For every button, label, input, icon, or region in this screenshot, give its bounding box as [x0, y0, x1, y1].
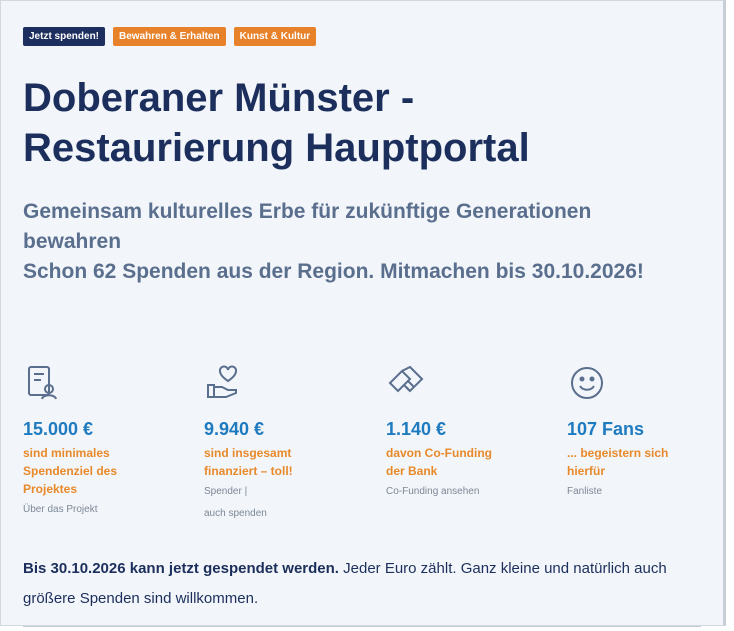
tag-list: Jetzt spenden! Bewahren & Erhalten Kunst…: [23, 27, 317, 46]
link[interactable]: auch spenden: [204, 508, 267, 519]
icon-heart-hand: [207, 365, 237, 398]
footer-rest: Jeder Euro zählt. Ganz kleine und natürl…: [23, 560, 667, 607]
stat-label: sind minimales Spendenziel des Projektes: [23, 446, 118, 496]
info: Schon 62 Spenden aus der Region. Mitmach…: [23, 260, 644, 283]
title: Doberaner Münster - Restaurierung Hauptp…: [23, 76, 530, 170]
link[interactable]: Co-Funding ansehen: [386, 486, 480, 497]
tag[interactable]: Jetzt spenden!: [23, 27, 106, 46]
stat-label: davon Co-Funding der Bank: [386, 446, 492, 478]
footer-bold: Bis 30.10.2026 kann jetzt gespendet werd…: [23, 560, 339, 577]
stat-label: sind insgesamt finanziert – toll!: [204, 446, 293, 478]
stat-value: 1.140 €: [386, 419, 447, 439]
footer-text: Bis 30.10.2026 kann jetzt gespendet werd…: [23, 554, 713, 614]
icon-smiley: [571, 367, 603, 399]
stat: 15.000 € sind minimales Spendenziel des …: [23, 363, 183, 520]
stat: 107 Fans ... begeistern sich hierfür Fan…: [567, 363, 727, 502]
divider: [23, 626, 701, 627]
icon-document: [28, 366, 57, 400]
stat-value: 9.940 €: [204, 419, 265, 439]
stat-label: ... begeistern sich hierfür: [567, 446, 669, 478]
link[interactable]: Spender |: [204, 486, 248, 497]
subtitle: Gemeinsam kulturelles Erbe für zukünftig…: [23, 200, 592, 253]
link[interactable]: Fanliste: [567, 486, 603, 497]
link[interactable]: Über das Projekt: [23, 504, 98, 515]
tag[interactable]: Bewahren & Erhalten: [113, 27, 226, 46]
stat: 9.940 € sind insgesamt finanziert – toll…: [204, 363, 364, 524]
tag[interactable]: Kunst & Kultur: [233, 27, 317, 46]
stat: 1.140 € davon Co-Funding der Bank Co-Fun…: [386, 363, 546, 502]
stat-value: 15.000 €: [23, 419, 94, 439]
icon-handshake: [388, 365, 424, 393]
stat-value: 107 Fans: [567, 419, 645, 439]
